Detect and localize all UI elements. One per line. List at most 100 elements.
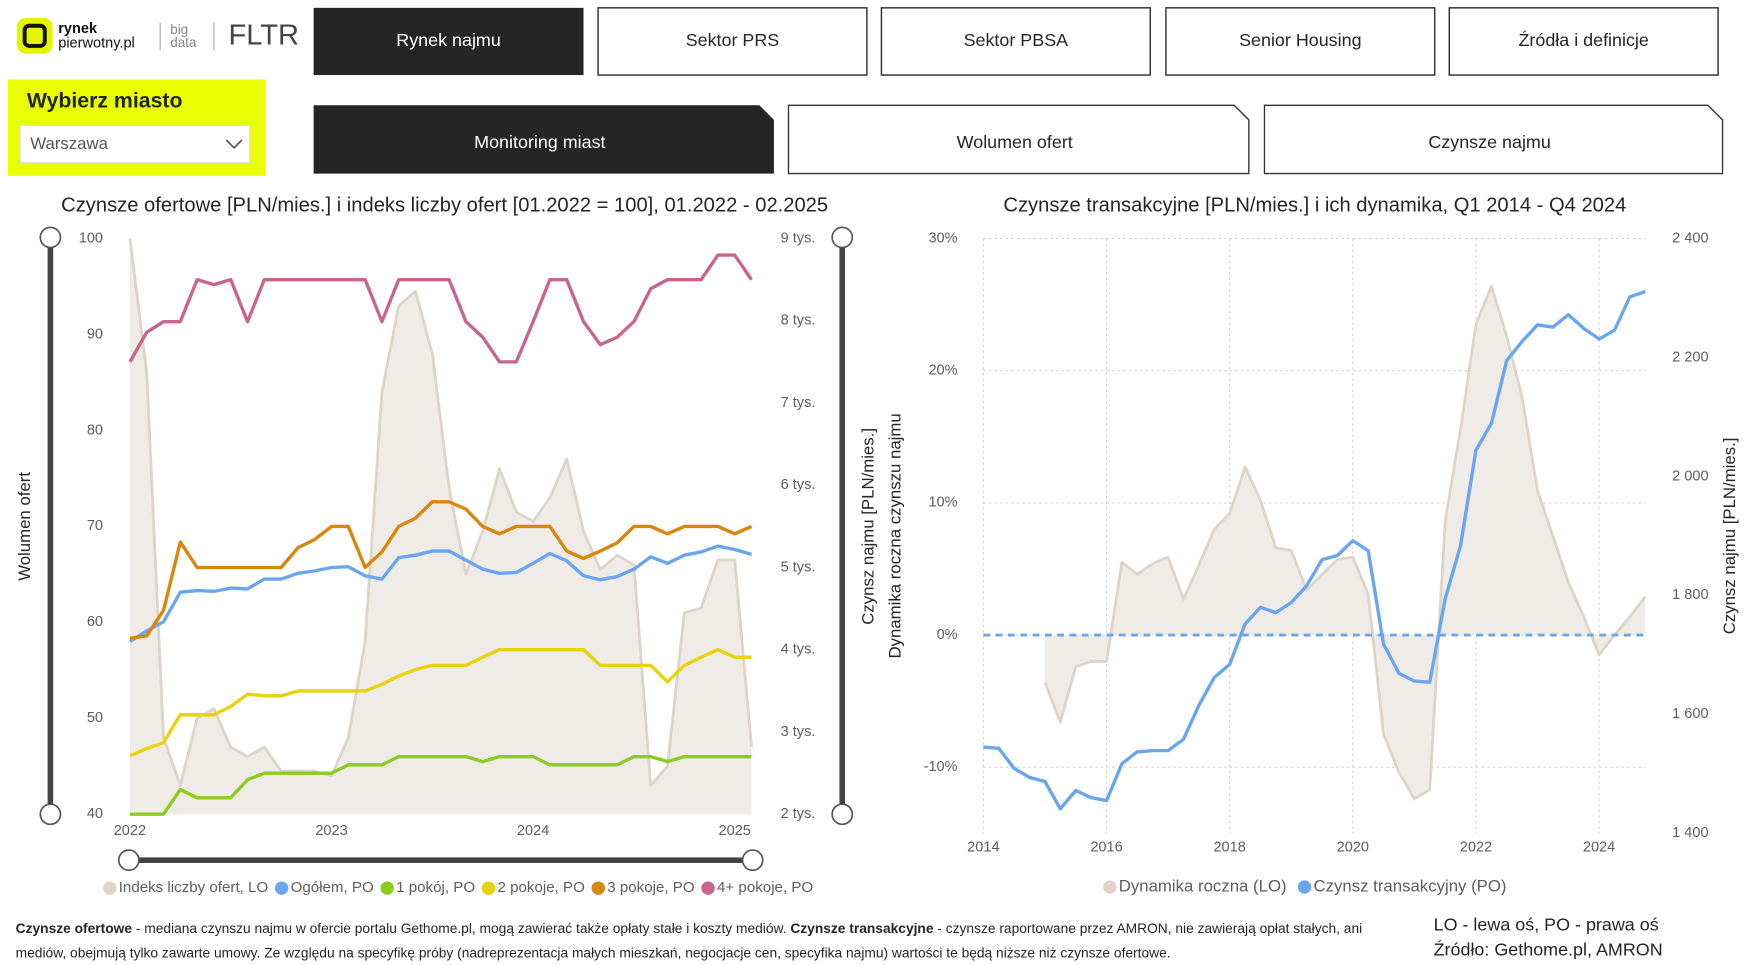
subnav-label: Czynsze najmu xyxy=(1428,132,1550,152)
brand-name: FLTR xyxy=(228,20,299,52)
y-tick-label: 70 xyxy=(87,518,103,534)
y-tick-label: 90 xyxy=(87,326,103,342)
legend-swatch xyxy=(380,881,394,895)
subnav-tab[interactable] xyxy=(1263,104,1724,175)
y2-tick-label: 2 000 xyxy=(1672,468,1708,484)
y-tick-label: 40 xyxy=(87,806,103,822)
legend-label: 3 pokoje, PO xyxy=(607,879,695,896)
y2-axis-label: Czynsz najmu [PLN/mies.] xyxy=(859,428,878,625)
y2-tick-label: 8 tys. xyxy=(781,313,816,329)
legend-label: 2 pokoje, PO xyxy=(497,879,585,896)
y-axis-label: Dynamika roczna czynszu najmu xyxy=(885,413,904,658)
nav-button[interactable] xyxy=(313,7,584,76)
footnote: Czynsze ofertowe - mediana czynszu najmu… xyxy=(16,916,1405,965)
footnote-text: - mediana czynszu najmu w ofercie portal… xyxy=(132,920,791,937)
city-dropdown[interactable] xyxy=(19,124,251,163)
y-tick-label: 60 xyxy=(87,614,103,630)
line xyxy=(129,544,752,643)
axis-note: LO - lewa oś, PO - prawa oś xyxy=(1433,916,1659,936)
legend-label: 1 pokój, PO xyxy=(396,879,475,896)
y-tick-label: 30% xyxy=(928,230,957,246)
x-tick-label: 2016 xyxy=(1090,840,1122,856)
dropdown-chevron xyxy=(225,139,243,150)
y2-axis-label: Czynsz najmu [PLN/mies.] xyxy=(1720,438,1739,635)
slider-handle[interactable] xyxy=(831,803,854,826)
area-outline xyxy=(128,238,753,787)
y2-tick-label: 2 200 xyxy=(1672,349,1708,365)
y2-tick-label: 9 tys. xyxy=(781,230,816,246)
y2-tick-label: 3 tys. xyxy=(781,724,816,740)
slider-handle[interactable] xyxy=(117,849,140,872)
slider-handle[interactable] xyxy=(39,226,62,249)
y2-tick-label: 1 400 xyxy=(1672,825,1708,841)
source: Źródło: Gethome.pl, AMRON xyxy=(1433,940,1663,960)
area-outline xyxy=(1043,284,1647,801)
x-tick-label: 2022 xyxy=(114,823,146,839)
slider-handle[interactable] xyxy=(39,803,62,826)
x-tick-label: 2024 xyxy=(1583,840,1615,856)
slider-handle[interactable] xyxy=(831,226,854,249)
footnote-text: Czynsze transakcyjne xyxy=(790,920,934,937)
nav-label: Senior Housing xyxy=(1239,30,1361,50)
x-tick-label: 2023 xyxy=(315,823,347,839)
y-axis-label: Wolumen ofert xyxy=(15,472,34,581)
nav-button[interactable] xyxy=(1448,7,1719,76)
legend-swatch xyxy=(274,881,289,895)
legend-swatch xyxy=(591,881,606,895)
line xyxy=(128,253,753,364)
y-tick-label: 50 xyxy=(87,710,103,726)
chart-title: Czynsze ofertowe [PLN/mies.] i indeks li… xyxy=(61,194,828,216)
logo-icon xyxy=(16,17,53,54)
y-tick-label: 100 xyxy=(79,230,103,246)
footnote-text: - czynsze raportowane przez AMRON, nie z… xyxy=(15,920,1367,961)
y-tick-label: 80 xyxy=(87,422,103,438)
x-tick-label: 2018 xyxy=(1213,840,1245,856)
subnav-label: Monitoring miast xyxy=(474,132,605,152)
logo-text: pierwotny.pl xyxy=(58,36,135,52)
legend-swatch xyxy=(1103,880,1117,894)
nav-label: Źródła i definicje xyxy=(1518,30,1648,50)
y2-tick-label: 1 600 xyxy=(1672,706,1708,722)
area xyxy=(129,238,752,815)
legend-label: Ogółem, PO xyxy=(291,879,374,896)
legend-label: Czynsz transakcyjny (PO) xyxy=(1314,876,1507,895)
logo-text: rynek xyxy=(58,21,98,37)
y2-tick-label: 5 tys. xyxy=(781,559,816,575)
x-tick-label: 2024 xyxy=(517,823,549,839)
y2-tick-label: 7 tys. xyxy=(781,395,816,411)
x-tick-label: 2022 xyxy=(1460,840,1492,856)
legend-swatch xyxy=(481,881,496,895)
x-tick-label: 2020 xyxy=(1337,840,1369,856)
legend-label: 4+ pokoje, PO xyxy=(717,879,813,896)
chart-title: Czynsze transakcyjne [PLN/mies.] i ich d… xyxy=(1003,194,1626,216)
legend-swatch xyxy=(103,881,117,895)
logo-icon-inner xyxy=(22,23,47,48)
nav-label: Sektor PBSA xyxy=(964,30,1069,50)
y2-tick-label: 2 tys. xyxy=(781,806,816,822)
city-label: Wybierz miasto xyxy=(27,89,183,113)
y2-tick-label: 1 800 xyxy=(1672,587,1708,603)
x-tick-label: 2014 xyxy=(967,840,999,856)
y2-tick-label: 2 400 xyxy=(1672,230,1708,246)
subnav-tab[interactable] xyxy=(787,104,1250,175)
line xyxy=(129,500,753,640)
line xyxy=(129,754,752,816)
line xyxy=(983,289,1646,811)
y-tick-label: 20% xyxy=(928,363,957,379)
legend-label: Dynamika roczna (LO) xyxy=(1119,876,1287,895)
x-tick-label: 2025 xyxy=(719,823,751,839)
y2-tick-label: 4 tys. xyxy=(781,642,816,658)
y2-tick-label: 6 tys. xyxy=(781,477,816,493)
subnav-tab[interactable] xyxy=(313,105,774,174)
city-value: Warszawa xyxy=(30,134,108,153)
brand-text: big xyxy=(170,22,188,37)
nav-button[interactable] xyxy=(880,7,1151,76)
slider-handle[interactable] xyxy=(741,849,764,872)
nav-button[interactable] xyxy=(597,7,868,76)
brand-text: data xyxy=(170,35,197,50)
y-tick-label: -10% xyxy=(924,759,958,775)
nav-button[interactable] xyxy=(1165,7,1436,76)
